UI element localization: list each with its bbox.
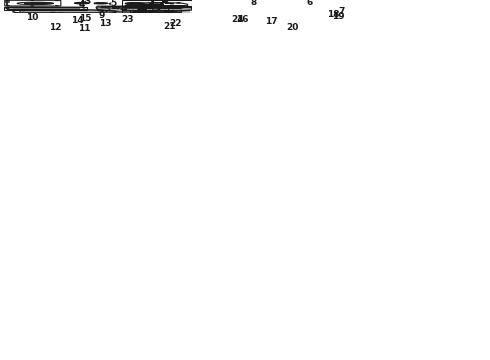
Text: 1: 1 (149, 1, 155, 10)
Bar (122, 7, 192, 13)
Text: 9: 9 (98, 12, 104, 21)
Bar (129, 10, 180, 12)
Text: 10: 10 (26, 13, 38, 22)
Bar (122, 0, 192, 6)
Text: 19: 19 (332, 12, 344, 21)
Text: 21: 21 (163, 22, 176, 31)
Text: 13: 13 (99, 19, 111, 28)
Text: 16: 16 (236, 15, 249, 24)
Text: 3: 3 (84, 0, 90, 6)
Text: 8: 8 (250, 0, 256, 7)
Text: 24: 24 (231, 15, 244, 24)
Text: 22: 22 (170, 19, 182, 28)
Text: 17: 17 (265, 17, 278, 26)
Text: 18: 18 (326, 10, 339, 19)
Bar (157, 8, 181, 9)
Bar (4, 7, 87, 9)
Text: 5: 5 (111, 0, 117, 8)
Text: 7: 7 (338, 7, 344, 16)
Text: 4: 4 (78, 0, 85, 9)
Text: 2: 2 (164, 0, 170, 6)
Text: 15: 15 (79, 14, 92, 23)
Text: 6: 6 (307, 0, 313, 7)
Text: 23: 23 (122, 15, 134, 24)
Text: 20: 20 (286, 23, 298, 32)
Text: 14: 14 (72, 16, 84, 25)
Text: 11: 11 (78, 24, 91, 33)
Text: 12: 12 (49, 23, 62, 32)
